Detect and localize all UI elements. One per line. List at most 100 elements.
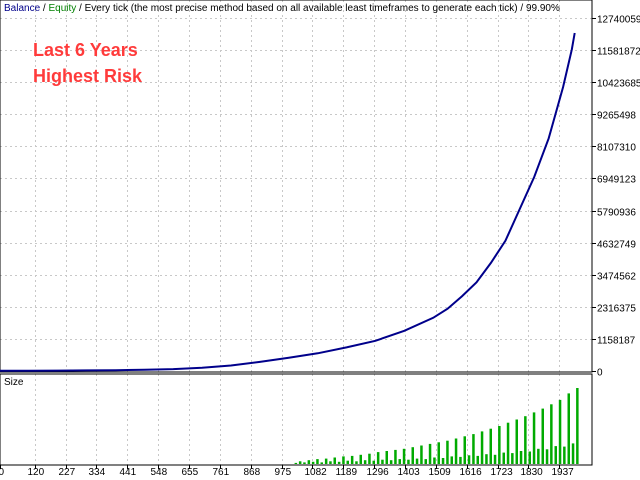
size-bar xyxy=(316,459,319,464)
size-bar xyxy=(420,445,423,464)
x-tick-label: 1723 xyxy=(491,467,514,478)
annotation-period: Last 6 Years xyxy=(33,40,138,60)
x-tick-label: 0 xyxy=(0,467,5,478)
size-bar xyxy=(298,461,302,464)
size-bar xyxy=(424,459,427,464)
y-tick-label: 10423685 xyxy=(597,79,640,90)
size-bar xyxy=(355,461,358,464)
size-bars xyxy=(294,388,579,464)
y-tick-label: 0 xyxy=(597,368,603,379)
size-bar xyxy=(463,436,466,464)
size-bar xyxy=(303,462,306,464)
size-bar xyxy=(459,456,462,464)
x-tick-label: 1616 xyxy=(460,467,483,478)
y-tick-label: 1158187 xyxy=(597,336,636,347)
y-tick-label: 9265498 xyxy=(597,111,636,122)
size-bar xyxy=(381,459,384,464)
size-bar xyxy=(446,440,449,464)
size-bar xyxy=(428,443,432,464)
x-tick-label: 761 xyxy=(213,467,230,478)
size-bar xyxy=(528,451,531,464)
x-tick-label: 655 xyxy=(182,467,199,478)
size-panel-label: Size xyxy=(4,377,24,388)
y-tick-label: 3474562 xyxy=(597,272,636,283)
size-bar xyxy=(493,454,497,464)
size-bar xyxy=(506,422,510,464)
size-bar xyxy=(571,443,575,464)
x-axis-ticks: 0 120 227 334 441 548 655 761 868 975 1082 1189 1296… xyxy=(0,465,574,478)
test-method-label: Every tick (the most precise method base… xyxy=(84,3,518,14)
size-bar xyxy=(489,428,492,464)
size-bar xyxy=(511,453,514,464)
size-bar xyxy=(476,455,479,464)
size-bar xyxy=(407,459,410,464)
size-grid xyxy=(35,374,560,465)
size-bar xyxy=(550,404,553,464)
x-tick-label: 227 xyxy=(59,467,76,478)
modelling-quality: 99.90% xyxy=(525,3,560,14)
size-bar xyxy=(524,416,527,464)
size-bar xyxy=(329,461,332,464)
size-bar xyxy=(576,388,579,464)
y-tick-label: 2316375 xyxy=(597,304,636,315)
size-bar xyxy=(433,457,436,464)
size-bar xyxy=(519,451,523,464)
size-bar xyxy=(346,460,349,464)
main-grid xyxy=(0,0,592,372)
size-bar xyxy=(545,449,549,464)
x-tick-label: 1403 xyxy=(398,467,421,478)
size-bar xyxy=(307,460,311,464)
size-bar xyxy=(324,458,328,464)
size-bar xyxy=(554,446,557,464)
size-bar xyxy=(394,449,397,464)
size-bar xyxy=(454,438,458,464)
x-tick-label: 1830 xyxy=(521,467,544,478)
size-bar xyxy=(320,462,323,464)
balance-line xyxy=(0,32,576,372)
x-tick-label: 120 xyxy=(28,467,45,478)
x-tick-label: 334 xyxy=(89,467,106,478)
x-tick-label: 1082 xyxy=(305,467,328,478)
size-bar xyxy=(294,462,298,464)
x-tick-label: 975 xyxy=(275,467,292,478)
size-bar xyxy=(558,399,562,464)
size-bar xyxy=(450,456,453,464)
size-bar xyxy=(402,448,406,464)
size-bar xyxy=(363,460,367,464)
header-separator: / xyxy=(40,3,49,14)
y-tick-label: 11581872 xyxy=(597,47,640,58)
x-tick-label: 1189 xyxy=(336,467,358,478)
y-tick-label: 6949123 xyxy=(597,175,636,186)
size-bar xyxy=(567,393,570,464)
size-bar xyxy=(515,419,518,464)
size-bar xyxy=(563,446,566,464)
size-bar xyxy=(311,461,315,464)
size-bar xyxy=(337,461,341,464)
size-bar xyxy=(385,451,388,464)
size-bar xyxy=(389,460,393,464)
main-plot-frame xyxy=(0,0,593,373)
x-tick-label: 1509 xyxy=(429,467,452,478)
x-tick-label: 441 xyxy=(120,467,137,478)
equity-label: Equity xyxy=(48,3,77,14)
x-tick-label: 868 xyxy=(244,467,261,478)
x-tick-label: 548 xyxy=(151,467,168,478)
y-tick-label: 5790936 xyxy=(597,208,636,219)
size-bar xyxy=(532,412,536,464)
size-bar xyxy=(441,458,445,464)
chart-header: Balance / Equity / Every tick (the most … xyxy=(4,3,560,14)
size-bar xyxy=(350,455,354,464)
x-tick-label: 1296 xyxy=(367,467,390,478)
size-bar xyxy=(411,447,414,464)
x-tick-label: 1937 xyxy=(552,467,575,478)
size-bar xyxy=(359,454,362,464)
size-bar xyxy=(342,456,345,464)
size-bar xyxy=(467,455,471,464)
size-bar xyxy=(376,452,380,464)
size-bar xyxy=(480,431,484,464)
y-tick-label: 8107310 xyxy=(597,143,636,154)
header-separator: / xyxy=(76,3,85,14)
annotation-risk: Highest Risk xyxy=(33,66,143,86)
header-separator: / xyxy=(517,3,526,14)
